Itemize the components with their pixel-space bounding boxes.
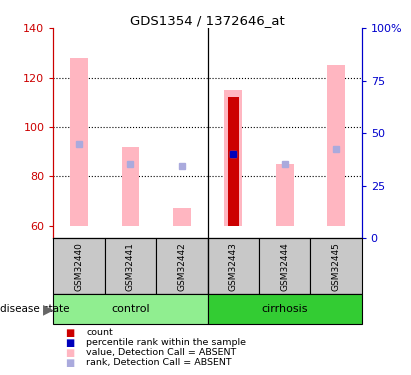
Text: rank, Detection Call = ABSENT: rank, Detection Call = ABSENT [86,358,232,368]
Text: ■: ■ [65,358,74,368]
Bar [276,164,293,226]
Text: count: count [86,328,113,337]
Bar [173,209,191,226]
Bar [122,147,139,226]
Bar [156,238,208,294]
Bar [224,90,242,226]
Bar [208,238,259,294]
Bar [259,238,310,294]
Bar [310,238,362,294]
Text: GSM32442: GSM32442 [178,242,186,291]
Text: disease state: disease state [0,304,70,314]
Text: GSM32440: GSM32440 [75,242,83,291]
Bar [105,238,156,294]
Text: ■: ■ [65,348,74,358]
Text: value, Detection Call = ABSENT: value, Detection Call = ABSENT [86,348,237,357]
Text: cirrhosis: cirrhosis [261,304,308,314]
Text: ■: ■ [65,338,74,348]
Bar [327,65,345,226]
Bar [53,294,208,324]
Text: ■: ■ [65,328,74,338]
Text: GSM32445: GSM32445 [332,242,340,291]
Bar [70,58,88,226]
Text: ▶: ▶ [43,302,54,316]
Bar [208,294,362,324]
Text: control: control [111,304,150,314]
Text: percentile rank within the sample: percentile rank within the sample [86,338,246,347]
Bar [228,97,239,226]
Text: GSM32443: GSM32443 [229,242,238,291]
Text: GSM32441: GSM32441 [126,242,135,291]
Title: GDS1354 / 1372646_at: GDS1354 / 1372646_at [130,14,285,27]
Bar [53,238,105,294]
Text: GSM32444: GSM32444 [280,242,289,291]
